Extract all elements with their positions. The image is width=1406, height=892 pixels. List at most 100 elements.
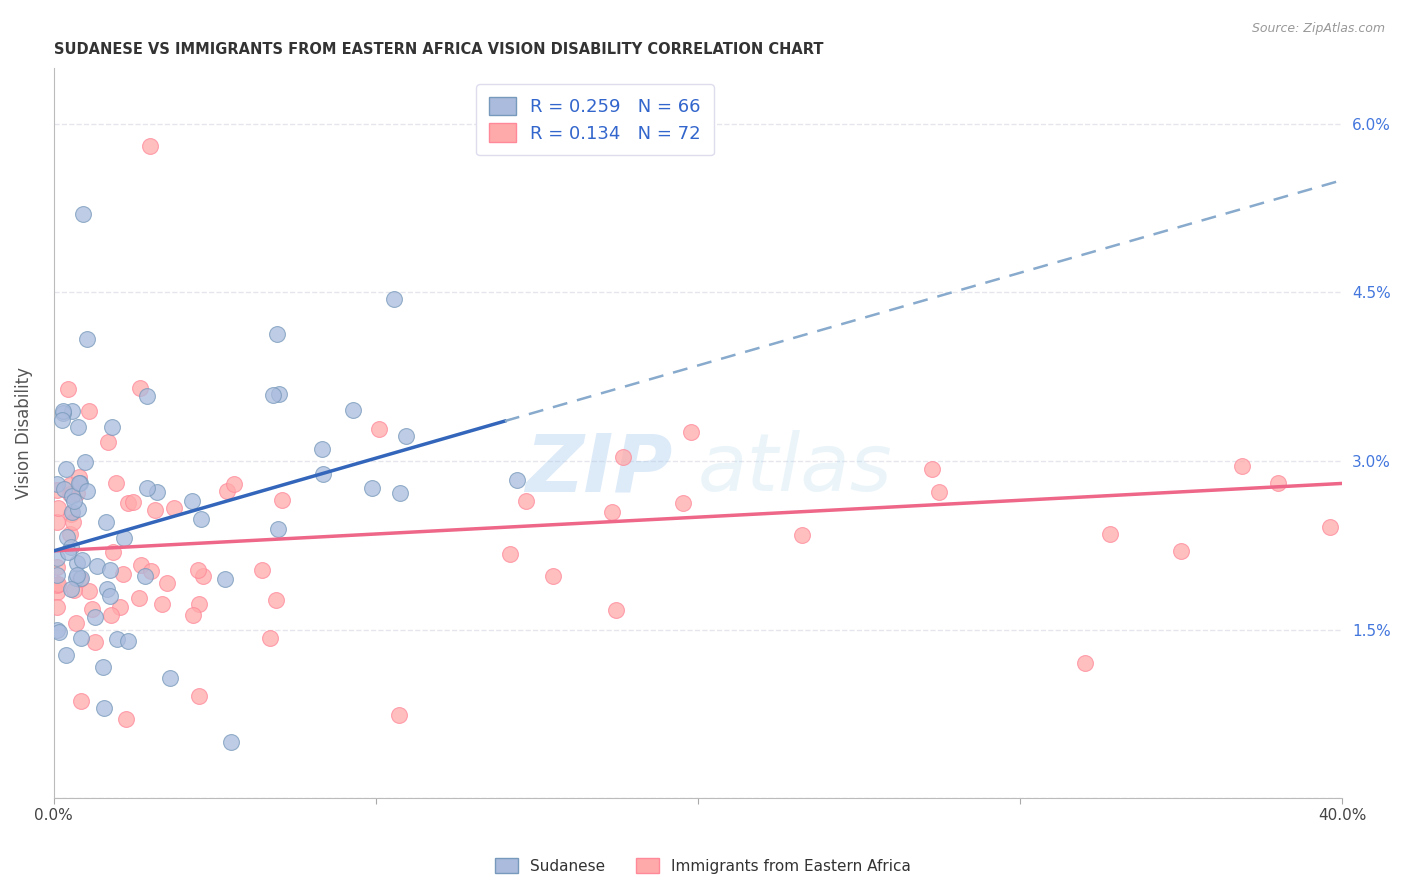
- Point: [76, 331, 98, 345]
- Point: [499, 547, 522, 561]
- Point: [86, 558, 108, 573]
- Legend: Sudanese, Immigrants from Eastern Africa: Sudanese, Immigrants from Eastern Africa: [489, 852, 917, 880]
- Point: [790, 527, 813, 541]
- Point: [146, 485, 169, 500]
- Point: [181, 493, 204, 508]
- Point: [605, 602, 627, 616]
- Point: [100, 589, 122, 603]
- Point: [73, 455, 96, 469]
- Point: [270, 492, 292, 507]
- Point: [224, 477, 246, 491]
- Point: [67, 476, 90, 491]
- Point: [46, 483, 69, 498]
- Point: [111, 566, 134, 581]
- Point: [921, 462, 943, 476]
- Point: [389, 485, 412, 500]
- Point: [65, 486, 87, 500]
- Point: [152, 597, 174, 611]
- Point: [76, 483, 98, 498]
- Point: [122, 495, 145, 509]
- Text: ZIP: ZIP: [524, 430, 672, 508]
- Point: [115, 712, 138, 726]
- Point: [259, 631, 281, 645]
- Point: [67, 470, 90, 484]
- Point: [101, 420, 124, 434]
- Point: [63, 494, 86, 508]
- Point: [139, 564, 162, 578]
- Point: [135, 481, 157, 495]
- Point: [112, 531, 135, 545]
- Point: [98, 563, 121, 577]
- Legend: R = 0.259   N = 66, R = 0.134   N = 72: R = 0.259 N = 66, R = 0.134 N = 72: [477, 84, 714, 155]
- Point: [104, 476, 127, 491]
- Point: [59, 508, 82, 522]
- Point: [77, 583, 100, 598]
- Point: [264, 593, 287, 607]
- Point: [65, 615, 87, 630]
- Point: [84, 610, 107, 624]
- Point: [219, 735, 242, 749]
- Point: [266, 327, 288, 342]
- Point: [679, 425, 702, 439]
- Point: [190, 511, 212, 525]
- Point: [108, 599, 131, 614]
- Point: [93, 701, 115, 715]
- Point: [58, 545, 80, 559]
- Point: [506, 473, 529, 487]
- Point: [361, 481, 384, 495]
- Point: [56, 530, 79, 544]
- Text: SUDANESE VS IMMIGRANTS FROM EASTERN AFRICA VISION DISABILITY CORRELATION CHART: SUDANESE VS IMMIGRANTS FROM EASTERN AFRI…: [53, 42, 824, 57]
- Point: [156, 575, 179, 590]
- Point: [1230, 458, 1253, 473]
- Point: [79, 404, 101, 418]
- Point: [60, 505, 83, 519]
- Point: [58, 487, 80, 501]
- Point: [117, 495, 139, 509]
- Point: [1099, 527, 1122, 541]
- Point: [193, 568, 215, 582]
- Point: [214, 572, 236, 586]
- Point: [187, 597, 209, 611]
- Point: [60, 404, 83, 418]
- Point: [80, 602, 103, 616]
- Point: [46, 500, 69, 515]
- Point: [267, 522, 290, 536]
- Point: [96, 582, 118, 596]
- Point: [51, 413, 73, 427]
- Point: [135, 389, 157, 403]
- Point: [69, 631, 91, 645]
- Point: [129, 381, 152, 395]
- Point: [70, 694, 93, 708]
- Point: [1073, 657, 1095, 671]
- Point: [72, 553, 94, 567]
- Point: [59, 582, 82, 596]
- Point: [134, 569, 156, 583]
- Point: [1319, 520, 1341, 534]
- Point: [56, 382, 79, 396]
- Point: [382, 292, 405, 306]
- Point: [67, 420, 90, 434]
- Point: [60, 540, 83, 554]
- Point: [129, 558, 152, 572]
- Point: [66, 568, 89, 582]
- Point: [311, 442, 333, 456]
- Point: [46, 476, 69, 491]
- Point: [252, 563, 274, 577]
- Point: [672, 496, 695, 510]
- Point: [55, 648, 77, 662]
- Point: [62, 516, 84, 530]
- Point: [342, 403, 364, 417]
- Point: [46, 584, 69, 599]
- Point: [117, 634, 139, 648]
- Point: [46, 551, 69, 566]
- Point: [52, 406, 75, 420]
- Point: [612, 450, 634, 464]
- Point: [543, 569, 565, 583]
- Point: [928, 485, 950, 500]
- Point: [188, 690, 211, 704]
- Point: [311, 467, 333, 481]
- Text: Source: ZipAtlas.com: Source: ZipAtlas.com: [1251, 22, 1385, 36]
- Point: [215, 484, 238, 499]
- Point: [48, 577, 70, 591]
- Point: [52, 482, 75, 496]
